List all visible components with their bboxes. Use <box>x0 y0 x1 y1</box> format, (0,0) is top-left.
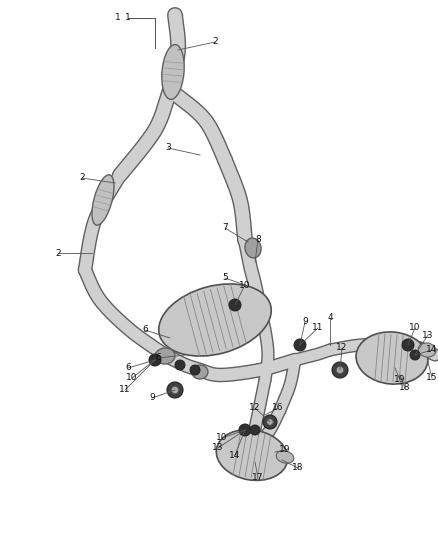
Ellipse shape <box>418 343 436 357</box>
Circle shape <box>410 350 420 360</box>
Text: 14: 14 <box>230 450 241 459</box>
Text: 19: 19 <box>279 446 291 455</box>
Text: 6: 6 <box>155 353 161 362</box>
Text: 16: 16 <box>272 403 284 413</box>
Circle shape <box>402 339 414 351</box>
Circle shape <box>149 354 161 366</box>
Circle shape <box>250 425 260 435</box>
Text: 4: 4 <box>327 313 333 322</box>
Text: 11: 11 <box>119 385 131 394</box>
Text: 5: 5 <box>222 273 228 282</box>
Text: 6: 6 <box>142 326 148 335</box>
Text: 13: 13 <box>212 443 224 453</box>
Text: 1: 1 <box>125 13 131 22</box>
Circle shape <box>175 360 185 370</box>
Ellipse shape <box>155 348 175 364</box>
Circle shape <box>167 382 183 398</box>
Text: 12: 12 <box>249 403 261 413</box>
Text: 10: 10 <box>409 324 421 333</box>
Text: 6: 6 <box>125 364 131 373</box>
Circle shape <box>336 366 343 374</box>
Circle shape <box>332 362 348 378</box>
Text: 10: 10 <box>239 280 251 289</box>
Text: 12: 12 <box>336 343 348 352</box>
Ellipse shape <box>356 332 428 384</box>
Circle shape <box>190 365 200 375</box>
Ellipse shape <box>162 45 184 100</box>
Text: 9: 9 <box>149 393 155 402</box>
Ellipse shape <box>192 365 208 379</box>
Circle shape <box>229 299 241 311</box>
Ellipse shape <box>276 451 294 463</box>
Text: 10: 10 <box>126 374 138 383</box>
Text: 19: 19 <box>394 376 406 384</box>
Ellipse shape <box>159 284 271 356</box>
Text: 17: 17 <box>252 473 264 482</box>
Text: 11: 11 <box>312 324 324 333</box>
Circle shape <box>171 386 179 393</box>
Text: 13: 13 <box>422 330 434 340</box>
Circle shape <box>267 419 273 425</box>
Ellipse shape <box>92 175 114 225</box>
Text: 2: 2 <box>212 37 218 46</box>
Circle shape <box>294 339 306 351</box>
Ellipse shape <box>216 430 288 480</box>
Text: 9: 9 <box>302 318 308 327</box>
Text: 8: 8 <box>255 236 261 245</box>
Text: 2: 2 <box>55 248 61 257</box>
Text: 18: 18 <box>292 464 304 472</box>
Text: 2: 2 <box>79 174 85 182</box>
Circle shape <box>263 415 277 429</box>
Text: 7: 7 <box>222 223 228 232</box>
Circle shape <box>239 424 251 436</box>
Text: 10: 10 <box>216 433 228 442</box>
Text: 14: 14 <box>426 345 438 354</box>
Text: 15: 15 <box>426 374 438 383</box>
Ellipse shape <box>245 238 261 258</box>
Text: 18: 18 <box>399 384 411 392</box>
Text: 3: 3 <box>165 143 171 152</box>
Text: 1: 1 <box>115 13 121 22</box>
